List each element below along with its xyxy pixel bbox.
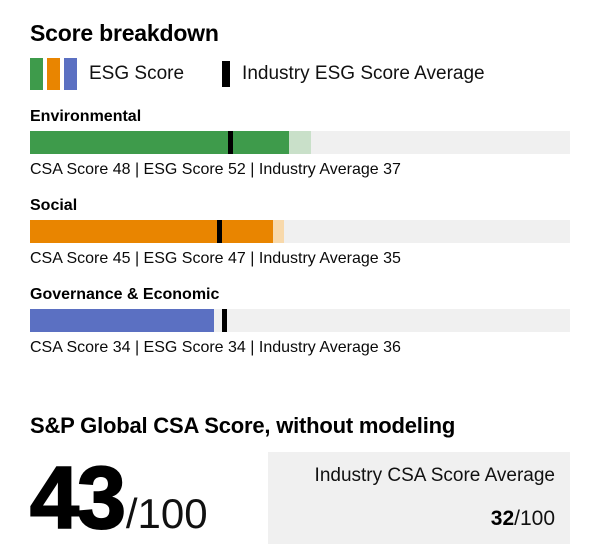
score-details: CSA Score 34 | ESG Score 34 | Industry A… [30,339,401,356]
industry-csa-average-label: Industry CSA Score Average [314,465,555,486]
section-governance-economic: Governance & Economic CSA Score 34 | ESG… [30,285,570,357]
page-title: Score breakdown [30,20,219,46]
industry-csa-average-box: Industry CSA Score Average 32/100 [268,452,570,544]
csa-score: 43 /100 [29,448,208,547]
csa-score-value: 43 [29,448,127,547]
section-title: Social [30,197,78,214]
csa-score-denominator: /100 [125,490,208,537]
blue-stripe-icon [64,58,77,90]
score-bar [30,131,570,154]
industry-csa-average-value: 32 [490,507,515,530]
industry-csa-average-denominator: /100 [514,507,555,530]
esg-score-swatch [30,58,77,90]
section-title: Governance & Economic [30,286,220,303]
esg-delta-fill [273,220,284,243]
csa-score-fill [30,220,273,243]
csa-score-fill [30,131,290,154]
summary-heading: S&P Global CSA Score, without modeling [30,413,456,438]
section-social: Social CSA Score 45 | ESG Score 47 | Ind… [30,196,570,268]
industry-average-marker [227,131,233,154]
summary-row: 43 /100 Industry CSA Score Average 32/10… [29,448,570,547]
green-stripe-icon [30,58,43,90]
section-title: Environmental [30,108,142,125]
score-bar [30,220,570,243]
orange-stripe-icon [47,58,60,90]
industry-average-marker [217,220,222,243]
industry-average-marker-icon [222,61,231,87]
industry-csa-average-score: 32/100 [491,507,555,531]
esg-delta-fill [289,131,311,154]
legend: ESG Score Industry ESG Score Average [30,58,570,90]
score-details: CSA Score 45 | ESG Score 47 | Industry A… [30,250,401,267]
score-bar [30,309,570,332]
csa-score-fill [30,309,214,332]
score-details: CSA Score 48 | ESG Score 52 | Industry A… [30,161,401,178]
industry-average-marker [222,309,228,332]
section-environmental: Environmental CSA Score 48 | ESG Score 5… [30,107,570,179]
legend-industry-label: Industry ESG Score Average [242,63,485,84]
legend-esg-label: ESG Score [89,63,185,84]
